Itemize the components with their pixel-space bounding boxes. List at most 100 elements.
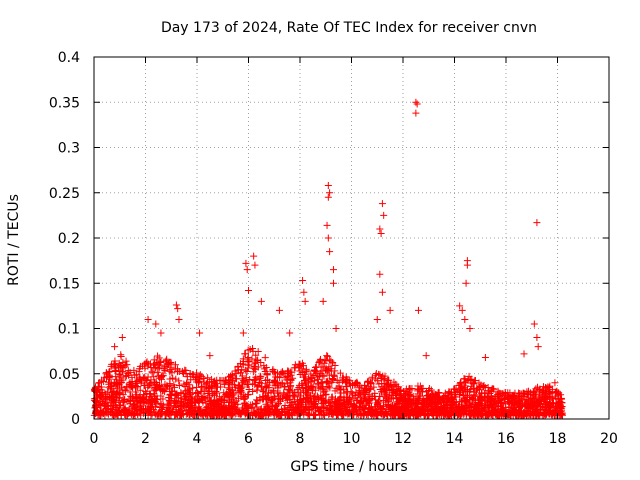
data-point — [251, 261, 259, 269]
data-point — [186, 390, 194, 398]
data-point — [212, 380, 220, 388]
data-point — [330, 372, 338, 380]
data-point — [329, 279, 337, 287]
data-point — [530, 320, 538, 328]
data-point — [108, 389, 116, 397]
data-point — [523, 400, 531, 408]
data-point — [150, 385, 158, 393]
data-point — [154, 360, 162, 368]
data-point — [302, 379, 310, 387]
y-tick-label: 0 — [71, 412, 80, 428]
data-point — [371, 375, 379, 383]
data-point — [98, 410, 106, 418]
data-point — [206, 352, 214, 360]
data-point — [182, 370, 190, 378]
data-point — [323, 352, 331, 360]
data-point — [467, 386, 475, 394]
data-point — [257, 383, 265, 391]
data-point — [326, 248, 334, 256]
data-point — [167, 359, 175, 367]
data-point — [553, 387, 561, 395]
data-point — [326, 399, 334, 407]
data-point — [106, 383, 114, 391]
data-point — [332, 407, 340, 415]
data-point — [526, 404, 534, 412]
data-point — [282, 407, 290, 415]
data-point — [430, 411, 438, 419]
data-point — [546, 390, 554, 398]
x-tick-label: 12 — [394, 431, 412, 447]
data-point — [118, 334, 126, 342]
data-point — [322, 364, 330, 372]
data-point — [167, 409, 175, 417]
data-point — [157, 373, 165, 381]
data-point — [269, 402, 277, 410]
data-point — [226, 379, 234, 387]
data-point — [307, 370, 315, 378]
data-point — [259, 388, 267, 396]
data-point — [168, 408, 176, 416]
data-point — [302, 365, 310, 373]
data-point — [169, 387, 177, 395]
data-point — [153, 381, 161, 389]
data-point — [117, 411, 125, 419]
data-point — [198, 395, 206, 403]
data-point — [115, 407, 123, 415]
data-point — [159, 395, 167, 403]
data-point — [121, 404, 129, 412]
data-point — [461, 315, 469, 323]
data-point — [505, 394, 513, 402]
data-point — [320, 372, 328, 380]
x-tick-label: 4 — [193, 431, 202, 447]
data-point — [213, 376, 221, 384]
data-point — [296, 396, 304, 404]
data-point — [286, 410, 294, 418]
data-point — [117, 351, 125, 359]
data-point — [152, 320, 160, 328]
data-point — [362, 411, 370, 419]
data-point — [418, 388, 426, 396]
data-point — [473, 385, 481, 393]
data-point — [344, 376, 352, 384]
data-point — [273, 373, 281, 381]
data-point — [350, 409, 358, 417]
data-point — [315, 358, 323, 366]
data-point — [359, 388, 367, 396]
data-point — [200, 387, 208, 395]
data-point — [357, 398, 365, 406]
data-point — [229, 394, 237, 402]
data-point — [331, 387, 339, 395]
data-point — [232, 405, 240, 413]
data-point — [469, 395, 477, 403]
data-point — [308, 373, 316, 381]
data-point — [193, 374, 201, 382]
data-point — [109, 394, 117, 402]
data-point — [311, 392, 319, 400]
data-point — [370, 383, 378, 391]
data-point — [431, 399, 439, 407]
data-point — [532, 385, 540, 393]
data-point — [322, 357, 330, 365]
data-point — [427, 406, 435, 414]
data-point — [149, 406, 157, 414]
data-point — [98, 376, 106, 384]
data-point — [137, 379, 145, 387]
data-point — [124, 410, 132, 418]
data-point — [325, 382, 333, 390]
data-point — [224, 402, 232, 410]
data-point — [419, 404, 427, 412]
data-point — [181, 387, 189, 395]
data-point — [208, 375, 216, 383]
data-point — [457, 379, 465, 387]
data-point — [482, 401, 490, 409]
data-point — [141, 375, 149, 383]
data-point — [193, 389, 201, 397]
data-point — [506, 411, 514, 419]
data-point — [138, 406, 146, 414]
data-point — [324, 234, 332, 242]
data-point — [288, 399, 296, 407]
plot-frame — [93, 56, 610, 420]
data-point — [107, 379, 115, 387]
data-point — [496, 389, 504, 397]
data-point — [251, 366, 259, 374]
